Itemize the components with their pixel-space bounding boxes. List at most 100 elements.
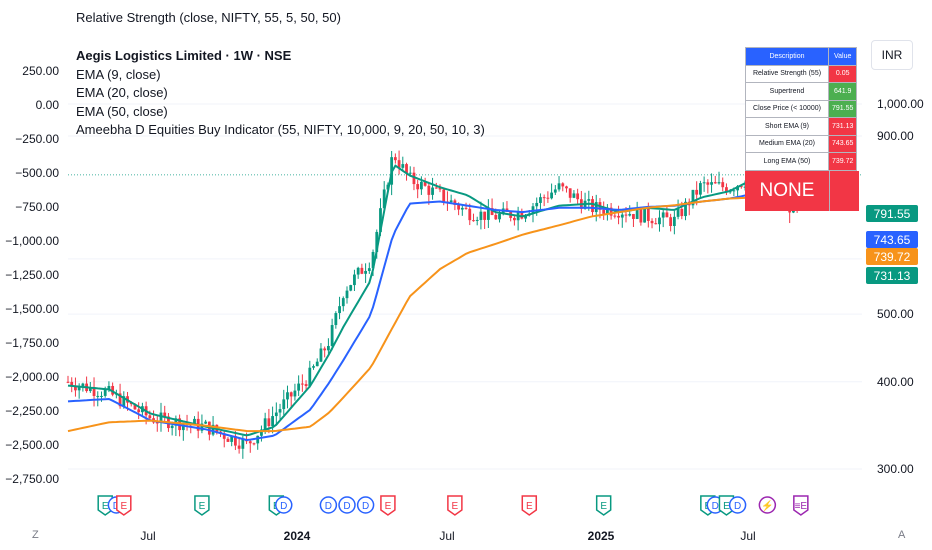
earnings-marker-icon[interactable]: E: [595, 495, 612, 516]
svg-text:D: D: [280, 501, 287, 512]
legend-ema-9[interactable]: EMA (9, close): [76, 66, 161, 82]
earnings-marker-icon[interactable]: E: [97, 495, 113, 516]
ema-line: [67, 194, 813, 433]
signal-cell: NONE: [745, 171, 859, 211]
indicator-header[interactable]: Relative Strength (close, NIFTY, 55, 5, …: [76, 10, 341, 25]
candle: [576, 188, 580, 206]
legend-buy-indicator[interactable]: Ameebha D Equities Buy Indicator (55, NI…: [76, 122, 485, 137]
legend-ema-20[interactable]: EMA (20, close): [76, 85, 168, 100]
svg-text:⚡: ⚡: [761, 499, 773, 512]
timezone-label[interactable]: Z: [32, 529, 39, 541]
candle: [315, 358, 319, 367]
candle: [412, 166, 416, 191]
currency-button[interactable]: INR: [871, 40, 913, 70]
candle: [300, 374, 304, 392]
price-tag: 739.72: [866, 248, 918, 265]
legend-title[interactable]: Aegis Logistics Limited · 1W · NSE: [76, 48, 292, 63]
row-description: Short EMA (9): [745, 117, 829, 136]
chart-legend: Aegis Logistics Limited · 1W · NSE EMA (…: [76, 47, 485, 140]
candle: [204, 419, 208, 424]
candle: [338, 296, 341, 320]
candle: [725, 183, 728, 196]
table-row: Close Price (< 10000) 791.55: [745, 99, 858, 118]
candle: [579, 190, 583, 214]
earnings-marker-icon[interactable]: ≡E: [793, 495, 809, 516]
candle: [684, 198, 687, 221]
candle: [330, 318, 334, 351]
candle: [308, 360, 312, 388]
svg-text:≡E: ≡E: [795, 501, 808, 512]
price-tag: 743.65: [866, 231, 918, 248]
candle: [472, 213, 475, 222]
candle: [702, 176, 706, 192]
dividend-marker-icon[interactable]: D: [338, 496, 356, 514]
gridlines: [68, 103, 862, 470]
candle: [323, 346, 327, 358]
candle: [159, 402, 163, 432]
candle: [111, 382, 115, 397]
dividend-marker-icon[interactable]: D: [275, 496, 293, 514]
candle: [468, 203, 472, 226]
candle: [643, 208, 646, 223]
svg-text:D: D: [325, 501, 332, 512]
candle: [282, 389, 286, 415]
candle: [405, 162, 408, 181]
time-tick-label: 2024: [284, 529, 311, 543]
table-row: Supertrend 641.9: [745, 82, 858, 101]
candle: [699, 180, 702, 199]
candle: [602, 201, 606, 220]
candle: [486, 199, 490, 228]
rs-tick-label: −1,250.00: [5, 268, 59, 282]
candle: [632, 213, 635, 227]
auto-scale-button[interactable]: A: [898, 529, 906, 541]
rs-tick-label: −2,750.00: [5, 472, 59, 486]
price-tick-label: 400.00: [877, 375, 914, 389]
candle: [654, 217, 658, 225]
candle: [66, 375, 70, 384]
table-row: Relative Strength (55) 0.05: [745, 64, 858, 83]
candle: [92, 377, 96, 407]
rs-tick-label: −2,500.00: [5, 438, 59, 452]
event-markers[interactable]: EDEEEDDDDEEEEEDED⚡≡E: [97, 495, 809, 516]
row-description: Close Price (< 10000): [745, 99, 829, 118]
svg-text:E: E: [102, 501, 109, 512]
earnings-marker-icon[interactable]: E: [380, 495, 396, 516]
candle: [222, 430, 226, 448]
candle: [565, 185, 568, 193]
earnings-marker-icon[interactable]: E: [718, 495, 735, 516]
rs-tick-label: −250.00: [15, 132, 59, 146]
rs-tick-label: 0.00: [36, 98, 60, 112]
candle: [553, 185, 557, 195]
svg-text:E: E: [723, 501, 730, 512]
row-value: 0.05: [827, 64, 858, 83]
earnings-marker-icon[interactable]: E: [194, 495, 210, 516]
candle: [334, 311, 338, 329]
candle: [672, 210, 676, 235]
time-tick-label: Jul: [140, 529, 155, 543]
candle: [293, 383, 297, 401]
candle: [367, 262, 371, 274]
dividend-marker-icon[interactable]: D: [319, 496, 338, 514]
dividend-marker-icon[interactable]: D: [356, 496, 375, 514]
candle: [341, 296, 345, 312]
candle: [475, 216, 479, 226]
candle: [706, 179, 710, 194]
earnings-marker-icon[interactable]: E: [447, 495, 463, 516]
rs-tick-label: 250.00: [22, 64, 59, 78]
table-header-value: Value: [827, 47, 858, 66]
candle: [393, 153, 397, 164]
table-row: Short EMA (9) 731.13: [745, 117, 858, 136]
dividend-marker-icon[interactable]: D: [728, 496, 747, 514]
candle: [70, 377, 74, 393]
price-tick-label: 1,000.00: [877, 97, 924, 111]
earnings-marker-icon[interactable]: E: [521, 495, 538, 516]
candle: [691, 189, 695, 209]
row-value: 641.9: [827, 82, 858, 101]
candle: [155, 414, 159, 432]
svg-text:E: E: [526, 501, 533, 512]
earnings-marker-icon[interactable]: E: [116, 495, 132, 516]
candle: [665, 205, 669, 218]
legend-ema-50[interactable]: EMA (50, close): [76, 103, 168, 119]
split-marker-icon[interactable]: ⚡: [758, 496, 777, 514]
